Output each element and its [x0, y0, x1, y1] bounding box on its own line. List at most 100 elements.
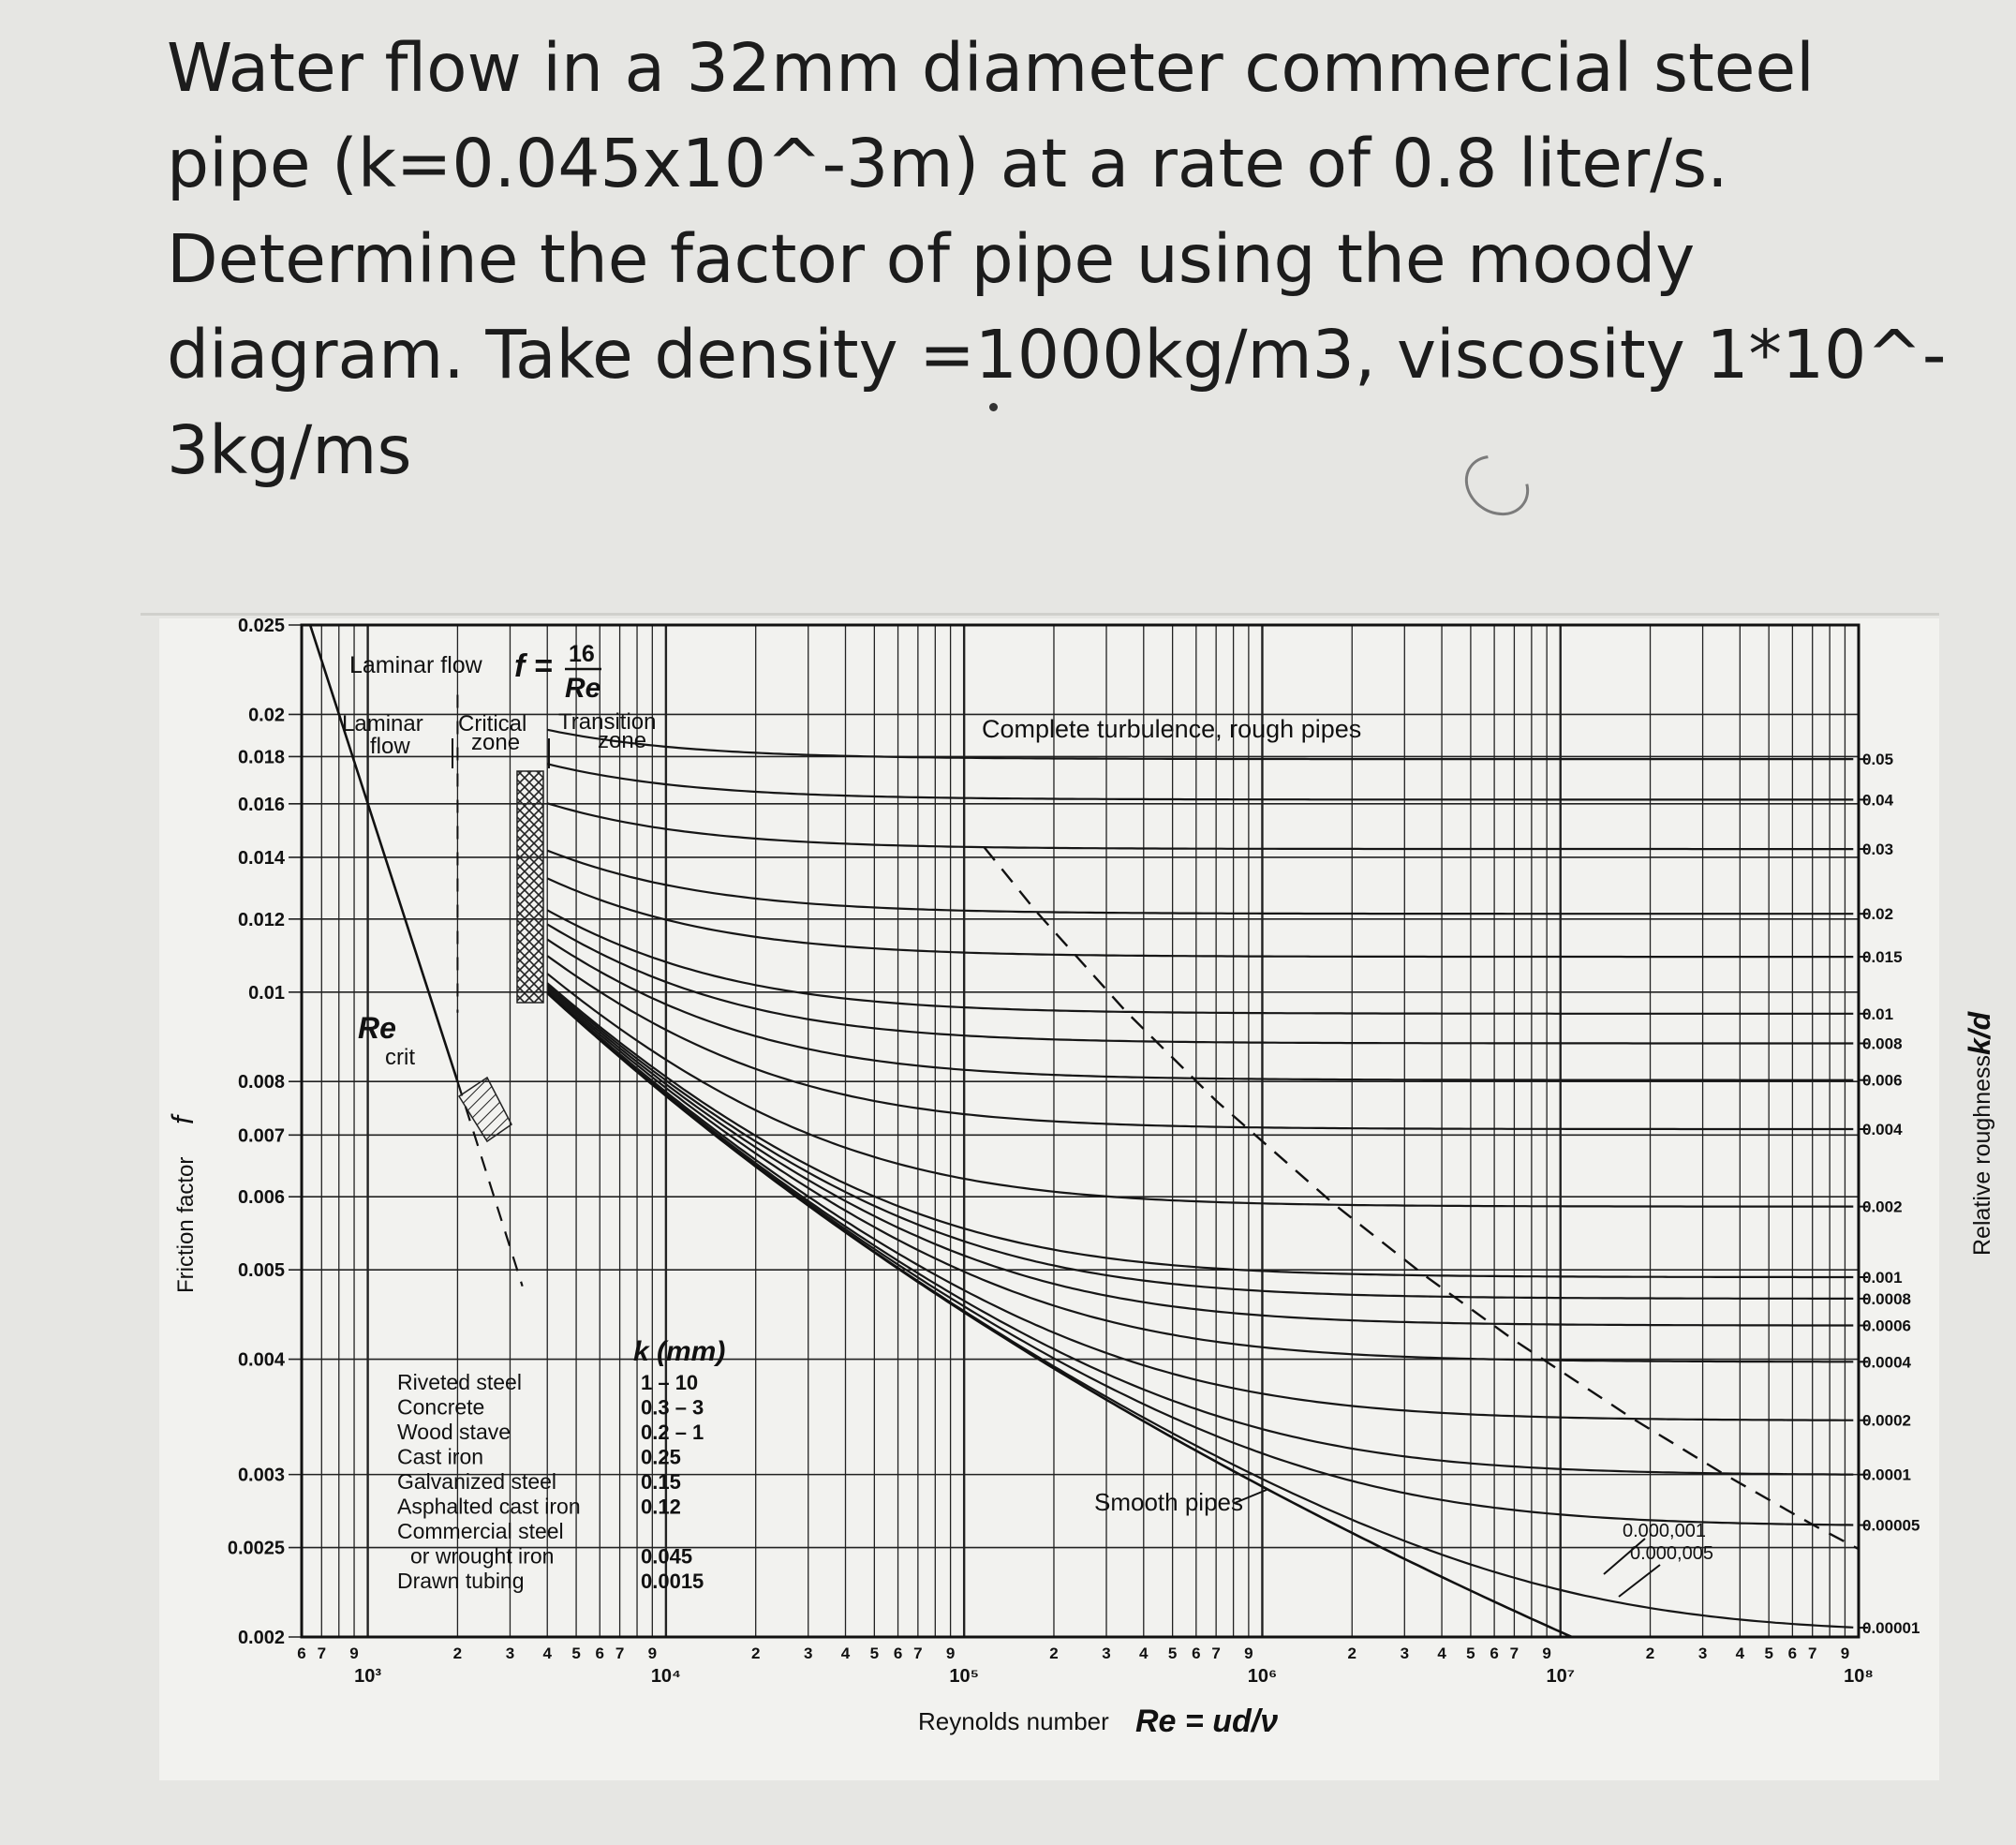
roughness-curve [546, 763, 1854, 801]
x-minor-tick-label: 3 [804, 1644, 812, 1662]
y-tick-label: 0.002 [238, 1628, 285, 1648]
laminar-zone-label: Laminar [342, 711, 423, 737]
chart-paper [159, 618, 1939, 1780]
x-minor-tick-label: 7 [1808, 1644, 1816, 1662]
y2-tick-label: 0.00001 [1862, 1619, 1920, 1637]
roughness-material: Commercial steel [397, 1519, 564, 1543]
y-tick-label: 0.016 [238, 795, 285, 815]
x-axis-label: Reynolds number [918, 1707, 1109, 1735]
inner-curve-label-1: 0.000,001 [1623, 1521, 1706, 1541]
y2-tick-label: 0.05 [1862, 751, 1893, 768]
x-minor-tick-label: 5 [1466, 1644, 1475, 1662]
question-line: 3kg/ms [167, 411, 412, 489]
roughness-material: or wrought iron [410, 1544, 554, 1569]
roughness-k-value: 0.15 [641, 1470, 681, 1494]
roughness-curve [546, 849, 1854, 915]
x-minor-tick-label: 4 [841, 1644, 851, 1662]
y2-tick-label: 0.0004 [1862, 1353, 1912, 1371]
y2-tick-label: 0.0006 [1862, 1317, 1911, 1335]
roughness-k-value: 0.2 – 1 [641, 1421, 704, 1444]
laminar-extension [456, 1080, 524, 1287]
x-minor-tick-label: 9 [946, 1644, 955, 1662]
critical-zone-label-2: zone [471, 730, 520, 755]
y2-axis-symbol: k/d [1963, 1010, 1996, 1055]
y-tick-label: 0.025 [238, 616, 285, 636]
y2-tick-label: 0.03 [1862, 841, 1893, 858]
x-minor-tick-label: 6 [1788, 1644, 1797, 1662]
roughness-k-value: 0.3 – 3 [641, 1396, 704, 1420]
moody-diagram: 0.0250.020.0180.0160.0140.0120.010.0080.… [159, 616, 1996, 1780]
x-minor-tick-label: 2 [1049, 1644, 1058, 1662]
question-line: Water flow in a 32mm diameter commercial… [167, 29, 1815, 107]
roughness-curve [546, 877, 1854, 959]
x-minor-tick-label: 7 [318, 1644, 326, 1662]
x-minor-tick-label: 3 [1401, 1644, 1409, 1662]
question-line: pipe (k=0.045x10^-3m) at a rate of 0.8 l… [167, 125, 1728, 202]
inner-curve-pointer [1618, 1564, 1661, 1598]
y-tick-label: 0.006 [238, 1187, 285, 1208]
pen-dot-mark [989, 403, 998, 411]
laminar-line [308, 625, 459, 1082]
roughness-k-value: 0.25 [641, 1446, 681, 1469]
x-minor-tick-label: 9 [1841, 1644, 1849, 1662]
roughness-k-value: 0.0015 [641, 1570, 704, 1593]
x-minor-tick-label: 5 [1168, 1644, 1177, 1662]
laminar-flow-label: Laminar flow [349, 652, 483, 678]
roughness-curve [546, 984, 1854, 1300]
y-axis-label: Friction factor [173, 1157, 199, 1293]
x-major-tick-label: 10⁷ [1546, 1666, 1575, 1687]
y2-tick-label: 0.0008 [1862, 1290, 1911, 1308]
smooth-pipes-pointer [1234, 1489, 1267, 1504]
roughness-curve [546, 990, 1854, 1476]
re-crit-label: Re [358, 1011, 396, 1045]
y-tick-label: 0.004 [238, 1350, 286, 1371]
x-minor-tick-label: 2 [1348, 1644, 1356, 1662]
y-tick-label: 0.018 [238, 747, 285, 767]
x-minor-tick-label: 9 [349, 1644, 358, 1662]
roughness-material: Cast iron [397, 1445, 483, 1469]
x-major-tick-label: 10³ [354, 1666, 381, 1687]
roughness-curve [546, 988, 1854, 1363]
y2-tick-label: 0.004 [1862, 1121, 1903, 1138]
roughness-curve [546, 938, 1854, 1081]
x-minor-tick-label: 4 [542, 1644, 552, 1662]
y2-tick-label: 0.0001 [1862, 1466, 1911, 1484]
re-crit-subscript: crit [385, 1045, 415, 1070]
roughness-table: k (mm) [633, 1336, 725, 1367]
roughness-curve [546, 802, 1854, 851]
laminar-zone-label-2: flow [370, 734, 410, 759]
x-minor-tick-label: 5 [571, 1644, 580, 1662]
x-major-tick-label: 10⁵ [949, 1666, 979, 1687]
x-minor-tick-label: 7 [615, 1644, 624, 1662]
x-major-tick-label: 10⁸ [1844, 1666, 1874, 1687]
y-tick-label: 0.005 [238, 1260, 285, 1281]
y2-tick-label: 0.01 [1862, 1005, 1893, 1023]
inner-curve-pointer [1603, 1538, 1646, 1575]
laminar-formula-f: f = [514, 648, 553, 684]
x-minor-tick-label: 9 [1542, 1644, 1550, 1662]
smooth-pipes-label: Smooth pipes [1094, 1488, 1243, 1516]
x-minor-tick-label: 7 [913, 1644, 922, 1662]
y-tick-label: 0.014 [238, 848, 286, 869]
x-minor-tick-label: 9 [648, 1644, 657, 1662]
y2-tick-label: 0.006 [1862, 1072, 1903, 1090]
y-tick-label: 0.003 [238, 1466, 285, 1486]
x-minor-tick-label: 4 [1736, 1644, 1745, 1662]
y2-tick-label: 0.00005 [1862, 1517, 1920, 1535]
chart-curves [308, 625, 1859, 1637]
chart-labels: 0.0250.020.0180.0160.0140.0120.010.0080.… [228, 616, 1920, 1687]
laminar-numerator: 16 [569, 641, 595, 667]
roughness-table-header: k (mm) [633, 1336, 725, 1367]
roughness-curve [546, 986, 1854, 1327]
roughness-material: Galvanized steel [397, 1469, 556, 1494]
y-tick-label: 0.007 [238, 1125, 285, 1146]
x-major-tick-label: 10⁴ [651, 1666, 681, 1687]
roughness-curve [546, 728, 1854, 761]
roughness-table-rows: Riveted steel 1 – 10 Concrete 0.3 – 3 Wood s… [397, 1370, 704, 1593]
x-minor-tick-label: 6 [1490, 1644, 1498, 1662]
y2-tick-label: 0.001 [1862, 1269, 1903, 1287]
x-minor-tick-label: 3 [506, 1644, 514, 1662]
critical-zone-label: Critical [458, 711, 526, 737]
roughness-material: Wood stave [397, 1420, 511, 1444]
y2-tick-label: 0.02 [1862, 905, 1893, 923]
